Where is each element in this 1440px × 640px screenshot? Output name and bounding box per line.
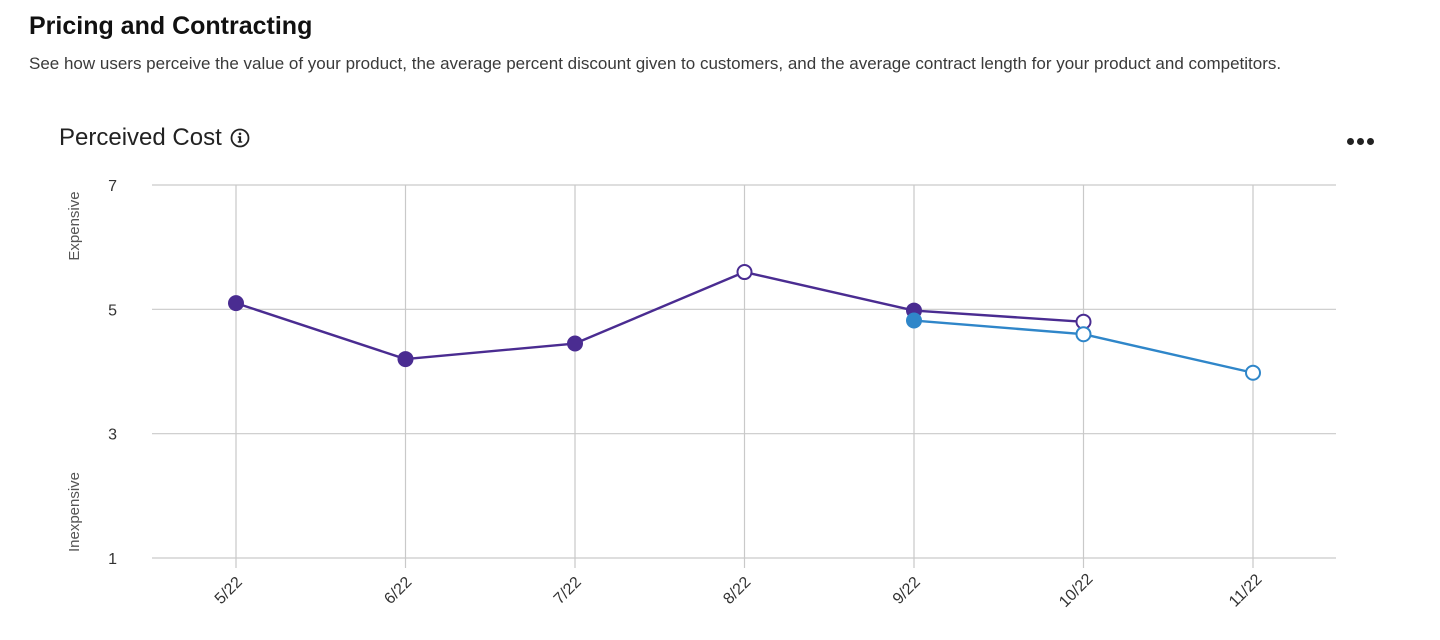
series-1-point (736, 264, 753, 281)
x-tick-label: 9/22 (890, 574, 924, 608)
x-tick-label: 8/22 (720, 574, 754, 608)
x-tick-label: 5/22 (212, 574, 246, 608)
y-annotation-expensive: Expensive (66, 191, 83, 260)
series-2-point (1075, 326, 1092, 343)
series-1-line (235, 270, 1084, 361)
section-title: Pricing and Contracting (29, 12, 313, 40)
y-annotation-inexpensive: Inexpensive (66, 472, 83, 552)
more-options-button[interactable] (1338, 128, 1382, 154)
chart-title: Perceived Cost (59, 124, 222, 151)
more-horizontal-icon-dot (1366, 137, 1374, 145)
x-tick-label: 6/22 (381, 574, 415, 608)
series-1-point (567, 335, 583, 352)
more-horizontal-icon-dot (1356, 137, 1364, 145)
x-tick-label: 10/22 (1056, 571, 1096, 611)
y-tick-label: 1 (108, 551, 117, 568)
y-tick-label: 7 (108, 178, 117, 195)
y-tick-label: 5 (108, 302, 117, 319)
series-1-point (228, 295, 244, 312)
more-horizontal-icon-dot (1346, 137, 1354, 145)
info-icon[interactable] (229, 127, 251, 149)
section-description: See how users perceive the value of your… (29, 54, 1282, 73)
x-tick-label: 11/22 (1226, 571, 1266, 611)
y-tick-label: 3 (108, 427, 117, 444)
x-tick-label: 7/22 (551, 574, 585, 608)
series-2-point (906, 312, 922, 329)
chart-header: Perceived Cost (59, 124, 251, 152)
series-2-point (1245, 364, 1261, 381)
series-1-point (397, 351, 414, 368)
